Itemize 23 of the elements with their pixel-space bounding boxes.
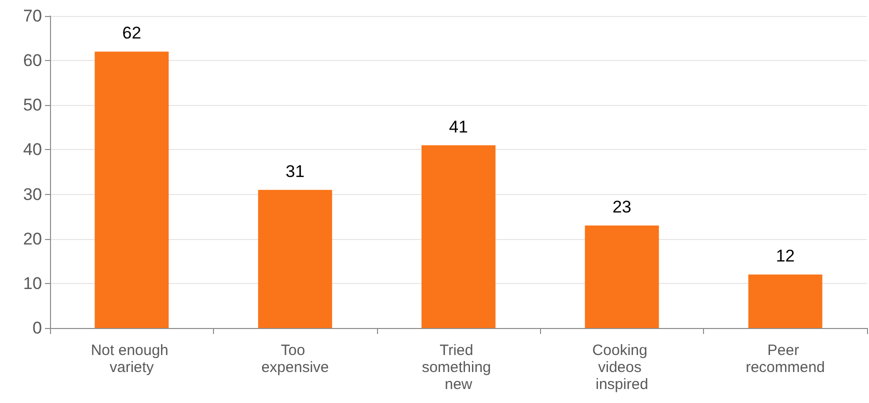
y-tick-label: 10 [23, 274, 42, 293]
data-label: 12 [776, 246, 795, 266]
data-label: 31 [286, 162, 305, 181]
x-tick-label: Not enough variety [90, 342, 173, 376]
y-tick-label: 40 [23, 140, 42, 160]
bar [258, 190, 332, 328]
data-label: 62 [122, 24, 142, 43]
y-tick-label: 30 [23, 184, 42, 204]
x-tick-label: Peer recommend [746, 342, 825, 376]
data-label: 41 [449, 117, 468, 136]
x-tick-label: Cooking videos inspired [592, 342, 652, 393]
bar [748, 274, 822, 328]
y-tick-label: 70 [23, 6, 42, 26]
bar [422, 145, 496, 328]
y-tick-label: 20 [23, 229, 42, 248]
y-tick-label: 0 [32, 318, 42, 338]
x-tick-label: Tried something new [422, 342, 496, 393]
x-tick-label: Too expensive [261, 342, 329, 376]
data-label: 23 [612, 197, 632, 216]
y-tick-label: 50 [23, 96, 42, 115]
bar [94, 52, 169, 328]
bar [584, 225, 659, 328]
y-tick-label: 60 [23, 51, 42, 70]
